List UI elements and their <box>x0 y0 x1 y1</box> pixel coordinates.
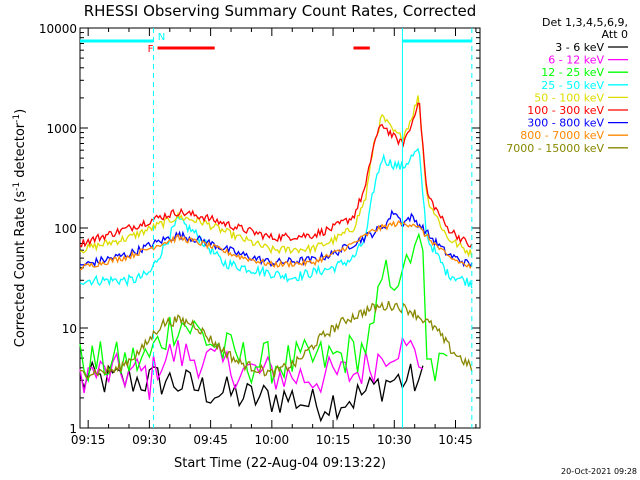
legend-label-5: 50 - 100 keV <box>534 91 604 104</box>
x-tick-label: 10:15 <box>316 433 351 447</box>
series-line-7 <box>79 209 473 269</box>
x-tick-label: 10:30 <box>377 433 412 447</box>
y-tick-label: 10000 <box>39 22 77 36</box>
series-line-4 <box>79 147 473 289</box>
legend-label-3: 12 - 25 keV <box>541 66 604 79</box>
x-tick-label: 09:45 <box>193 433 228 447</box>
series-line-5 <box>79 95 473 258</box>
series-line-8 <box>79 220 473 271</box>
legend-label-7: 300 - 800 keV <box>527 117 604 130</box>
legend-label-8: 800 - 7000 keV <box>520 129 604 142</box>
chart-title: RHESSI Observing Summary Count Rates, Co… <box>84 2 477 20</box>
y-axis-label-mid: detector <box>13 122 28 182</box>
x-tick-label: 09:30 <box>132 433 167 447</box>
y-tick-label: 10 <box>62 322 77 336</box>
legend-label-4: 25 - 50 keV <box>541 79 604 92</box>
y-tick-label: 100 <box>54 222 77 236</box>
legend-label-1: 3 - 6 keV <box>555 41 604 54</box>
x-tick-label: 10:00 <box>255 433 290 447</box>
y-axis-label-end: ) <box>13 109 28 114</box>
legend-header-line-2: Att 0 <box>602 28 628 41</box>
flare-label: F <box>148 44 154 55</box>
y-axis-label-sup1: -1 <box>12 182 22 191</box>
y-tick-label: 1000 <box>46 122 77 136</box>
x-axis-label: Start Time (22-Aug-04 09:13:22) <box>174 456 386 471</box>
axis-ticks: 09:15 09:30 09:45 10:00 10:15 10:30 10:45 1 10 10… <box>39 22 480 447</box>
legend-label-9: 7000 - 15000 keV <box>506 142 604 155</box>
y-axis-label-sup2: -1 <box>12 114 22 123</box>
y-axis-label: Corrected Count Rate (s-1 detector-1) <box>12 109 28 347</box>
series-line-3 <box>79 232 448 386</box>
footer-date: 20-Oct-2021 09:28 <box>561 467 637 476</box>
y-tick-label: 1 <box>69 422 77 436</box>
legend-header-line-1: Det 1,3,4,5,6,9, <box>542 16 628 29</box>
x-tick-label: 09:15 <box>71 433 106 447</box>
series-lines <box>79 95 473 423</box>
y-axis-label-base: Corrected Count Rate (s <box>13 191 28 348</box>
legend-label-6: 100 - 300 keV <box>527 104 604 117</box>
series-line-1 <box>79 360 424 423</box>
legend-label-2: 6 - 12 keV <box>548 54 604 67</box>
observing-flags: NF <box>80 28 473 428</box>
series-line-6 <box>79 102 473 248</box>
x-tick-label: 10:45 <box>438 433 473 447</box>
series-line-9 <box>79 301 473 379</box>
night-label: N <box>158 32 165 43</box>
